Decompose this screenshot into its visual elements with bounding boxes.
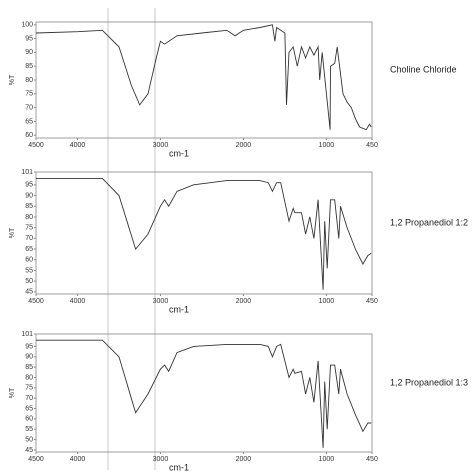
legend-label: Choline Chloride <box>390 64 457 74</box>
y-tick-label: 90 <box>25 49 33 56</box>
x-tick-label: 1000 <box>319 298 335 305</box>
x-tick-label: 3000 <box>153 298 169 305</box>
y-tick-label: 70 <box>25 104 33 111</box>
y-tick-label: 80 <box>25 214 33 221</box>
y-tick-label: 75 <box>25 224 33 231</box>
y-tick-label: 60 <box>25 132 33 139</box>
x-tick-label: 2000 <box>236 298 252 305</box>
x-tick-label: 4500 <box>28 142 44 149</box>
y-tick-label: 95 <box>25 35 33 42</box>
y-tick-label: 80 <box>25 374 33 381</box>
legend-label: 1,2 Propanediol 1:2 <box>390 217 468 227</box>
x-tick-label: 2000 <box>236 142 252 149</box>
x-tick-label: 4000 <box>70 456 86 463</box>
y-tick-label: 65 <box>25 246 33 253</box>
y-tick-label: 100 <box>21 22 33 29</box>
y-tick-label: 90 <box>25 354 33 361</box>
plot-frame <box>35 171 373 295</box>
y-tick-label: 101 <box>21 169 33 176</box>
y-tick-label: 60 <box>25 416 33 423</box>
y-tick-label: 50 <box>25 436 33 443</box>
x-tick-label: 450 <box>366 142 378 149</box>
x-tick-label: 3000 <box>153 456 169 463</box>
legend-label: 1,2 Propanediol 1:3 <box>390 377 468 387</box>
x-tick-label: 450 <box>366 298 378 305</box>
x-tick-label: 4000 <box>70 142 86 149</box>
x-tick-label: 1000 <box>319 456 335 463</box>
plot-frame <box>35 21 373 139</box>
y-tick-label: 85 <box>25 63 33 70</box>
x-tick-label: 4500 <box>28 298 44 305</box>
x-axis-label: cm-1 <box>169 462 189 472</box>
y-tick-label: 65 <box>25 405 33 412</box>
y-tick-label: 80 <box>25 77 33 84</box>
y-tick-label: 75 <box>25 385 33 392</box>
y-tick-label: 75 <box>25 91 33 98</box>
y-tick-label: 85 <box>25 203 33 210</box>
x-tick-label: 2000 <box>236 456 252 463</box>
y-tick-label: 45 <box>25 289 33 296</box>
y-axis-label: %T <box>9 387 16 398</box>
x-tick-label: 1000 <box>319 142 335 149</box>
y-tick-label: 65 <box>25 118 33 125</box>
y-tick-label: 90 <box>25 192 33 199</box>
y-tick-label: 85 <box>25 364 33 371</box>
x-tick-label: 3000 <box>153 142 169 149</box>
y-axis-label: %T <box>9 74 16 85</box>
x-tick-label: 4500 <box>28 456 44 463</box>
y-tick-label: 95 <box>25 343 33 350</box>
spectrum-line <box>36 339 372 448</box>
spectrum-line <box>35 24 372 131</box>
y-tick-label: 55 <box>25 426 33 433</box>
y-tick-label: 95 <box>25 182 33 189</box>
y-axis-label: %T <box>9 227 16 238</box>
plot-frame <box>35 333 373 453</box>
x-axis-label: cm-1 <box>169 304 189 314</box>
y-tick-label: 70 <box>25 235 33 242</box>
y-tick-label: 45 <box>25 447 33 454</box>
x-axis-label: cm-1 <box>169 148 189 158</box>
y-tick-label: 50 <box>25 278 33 285</box>
y-tick-label: 101 <box>21 331 33 338</box>
x-tick-label: 4000 <box>70 298 86 305</box>
y-tick-label: 55 <box>25 267 33 274</box>
spectrum-line <box>36 177 372 290</box>
y-tick-label: 70 <box>25 395 33 402</box>
x-tick-label: 450 <box>366 456 378 463</box>
y-tick-label: 60 <box>25 257 33 264</box>
